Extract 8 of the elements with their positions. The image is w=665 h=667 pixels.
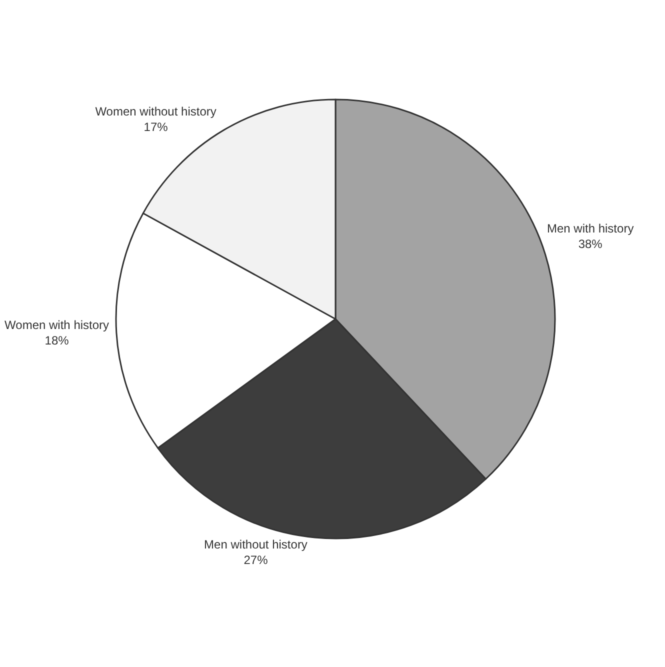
data-label: 38%	[578, 236, 603, 251]
slice-label: Women with history	[4, 318, 110, 332]
data-label: 27%	[244, 552, 268, 567]
slice-label: Men without history	[204, 537, 308, 552]
data-label: 18%	[44, 334, 70, 348]
data-label: 17%	[144, 120, 168, 134]
slice-label: Women without history	[95, 104, 216, 118]
slice-label: Men with history	[546, 221, 634, 236]
